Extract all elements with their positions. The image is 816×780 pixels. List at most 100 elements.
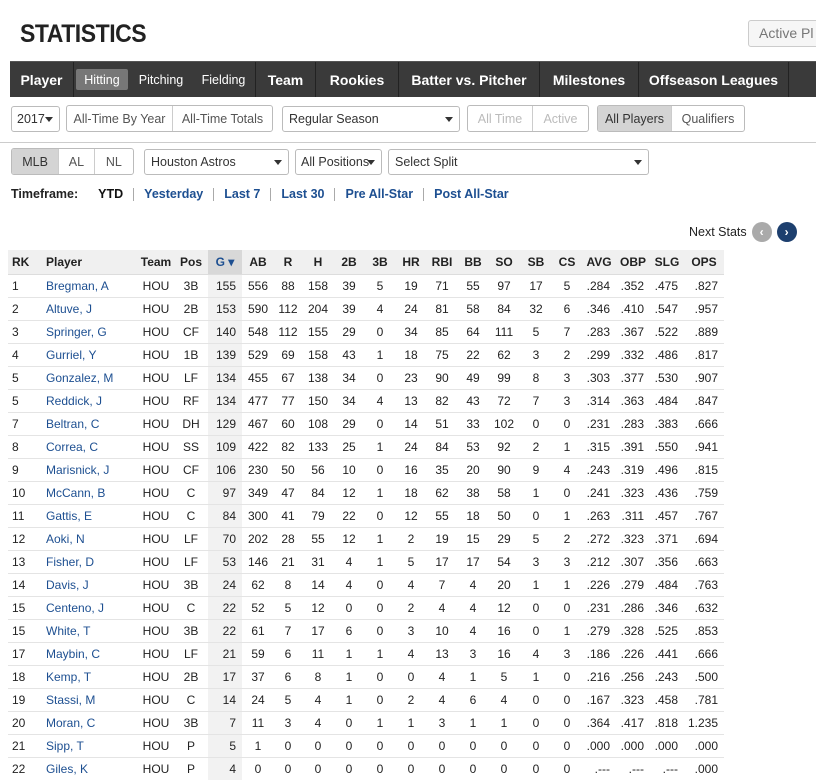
table-cell: 0 [364, 504, 396, 528]
column-header[interactable]: H [302, 250, 334, 275]
column-header[interactable]: CS [552, 250, 582, 275]
player-link[interactable]: Reddick, J [38, 389, 138, 413]
timeframe-last-7[interactable]: Last 7 [213, 187, 270, 201]
player-link[interactable]: Aoki, N [38, 527, 138, 551]
chevron-right-icon[interactable]: › [776, 222, 797, 242]
table-cell: 0 [458, 757, 488, 780]
column-header[interactable]: Pos [174, 250, 208, 275]
player-link[interactable]: Maybin, C [38, 642, 138, 666]
column-header[interactable]: AB [242, 250, 274, 275]
column-header[interactable]: AVG [582, 250, 616, 275]
column-header[interactable]: RBI [426, 250, 458, 275]
player-link[interactable]: McCann, B [38, 481, 138, 505]
tab-pitching[interactable]: Pitching [138, 72, 184, 87]
column-header[interactable]: Team [138, 250, 174, 275]
player-link[interactable]: Marisnick, J [38, 458, 138, 482]
table-cell: 7 [208, 711, 242, 735]
column-header[interactable]: 2B [334, 250, 364, 275]
table-cell: 34 [334, 389, 364, 413]
table-cell: 22 [334, 504, 364, 528]
season-select[interactable]: 2017 [11, 106, 60, 132]
nav-team[interactable]: Team [256, 62, 316, 97]
player-link[interactable]: Altuve, J [38, 297, 138, 321]
timeframe-last-30[interactable]: Last 30 [270, 187, 334, 201]
column-header[interactable]: Player [38, 250, 138, 275]
table-cell: 85 [426, 320, 458, 344]
game-type-select[interactable]: Regular Season [282, 106, 460, 132]
nav-batter-vs-pitcher[interactable]: Batter vs. Pitcher [399, 62, 540, 97]
all-time-by-year-button[interactable]: All-Time By Year [67, 106, 173, 131]
column-header[interactable]: SO [488, 250, 520, 275]
active-players-button[interactable]: Active Pl [748, 20, 816, 47]
table-cell: HOU [138, 527, 174, 551]
table-cell: 9 [8, 458, 38, 482]
player-link[interactable]: Springer, G [38, 320, 138, 344]
player-link[interactable]: Kemp, T [38, 665, 138, 689]
table-cell: 7 [552, 320, 582, 344]
split-select[interactable]: Select Split [388, 149, 649, 175]
player-link[interactable]: Giles, K [38, 757, 138, 780]
table-cell: .315 [582, 435, 616, 459]
table-cell: HOU [138, 619, 174, 643]
player-link[interactable]: Correa, C [38, 435, 138, 459]
tab-fielding[interactable]: Fielding [192, 62, 256, 97]
table-cell: 3 [552, 642, 582, 666]
player-link[interactable]: Davis, J [38, 573, 138, 597]
player-link[interactable]: Beltran, C [38, 412, 138, 436]
al-button[interactable]: AL [59, 149, 95, 174]
table-row: 5 Reddick, J HOU RF 134 477 77 150 34 4 13 82 43 72 7 3… [8, 389, 724, 413]
table-cell: 1 [552, 619, 582, 643]
table-cell: 41 [274, 504, 302, 528]
season-value: 2017 [17, 112, 45, 126]
column-header[interactable]: BB [458, 250, 488, 275]
player-link[interactable]: Sipp, T [38, 734, 138, 758]
column-header[interactable]: R [274, 250, 302, 275]
table-cell: .--- [582, 757, 616, 780]
timeframe-ytd[interactable]: YTD [98, 186, 124, 201]
player-link[interactable]: White, T [38, 619, 138, 643]
nl-button[interactable]: NL [105, 154, 122, 169]
tab-hitting[interactable]: Hitting [76, 69, 128, 90]
table-cell: HOU [138, 711, 174, 735]
column-header[interactable]: 3B [364, 250, 396, 275]
player-link[interactable]: Bregman, A [38, 274, 138, 298]
timeframe-yesterday[interactable]: Yesterday [133, 187, 213, 201]
nav-rookies[interactable]: Rookies [316, 62, 399, 97]
table-cell: 4 [458, 619, 488, 643]
table-cell: 28 [274, 527, 302, 551]
nav-milestones[interactable]: Milestones [540, 62, 639, 97]
all-players-button[interactable]: All Players [598, 106, 672, 131]
all-time-button[interactable]: All Time [468, 106, 533, 131]
mlb-button[interactable]: MLB [12, 149, 60, 174]
column-header[interactable]: SB [520, 250, 552, 275]
nav-player[interactable]: Player [10, 62, 74, 97]
column-header[interactable]: G ▾ [208, 250, 242, 275]
column-header[interactable]: HR [396, 250, 426, 275]
table-cell: 18 [8, 665, 38, 689]
column-header[interactable]: OBP [616, 250, 650, 275]
column-header[interactable]: SLG [650, 250, 684, 275]
table-cell: 4 [520, 642, 552, 666]
nav-offseason-leagues[interactable]: Offseason Leagues [639, 62, 789, 97]
timeframe-post-all-star[interactable]: Post All-Star [423, 187, 519, 201]
column-header[interactable]: RK [8, 250, 38, 275]
table-cell: 92 [488, 435, 520, 459]
player-link[interactable]: Centeno, J [38, 596, 138, 620]
chevron-down-icon [634, 160, 642, 165]
table-cell: .272 [582, 527, 616, 551]
player-link[interactable]: Moran, C [38, 711, 138, 735]
player-link[interactable]: Stassi, M [38, 688, 138, 712]
column-header[interactable]: OPS [684, 250, 724, 275]
player-link[interactable]: Gattis, E [38, 504, 138, 528]
all-time-totals-button[interactable]: All-Time Totals [181, 111, 264, 126]
player-link[interactable]: Gurriel, Y [38, 343, 138, 367]
position-select[interactable]: All Positions [295, 149, 382, 175]
player-link[interactable]: Gonzalez, M [38, 366, 138, 390]
chevron-left-icon[interactable]: ‹ [751, 222, 772, 242]
qualifiers-button[interactable]: Qualifiers [681, 111, 735, 126]
timeframe-pre-all-star[interactable]: Pre All-Star [334, 187, 423, 201]
table-cell: 1 [488, 711, 520, 735]
player-link[interactable]: Fisher, D [38, 550, 138, 574]
active-button[interactable]: Active [543, 111, 578, 126]
team-select[interactable]: Houston Astros [144, 149, 289, 175]
